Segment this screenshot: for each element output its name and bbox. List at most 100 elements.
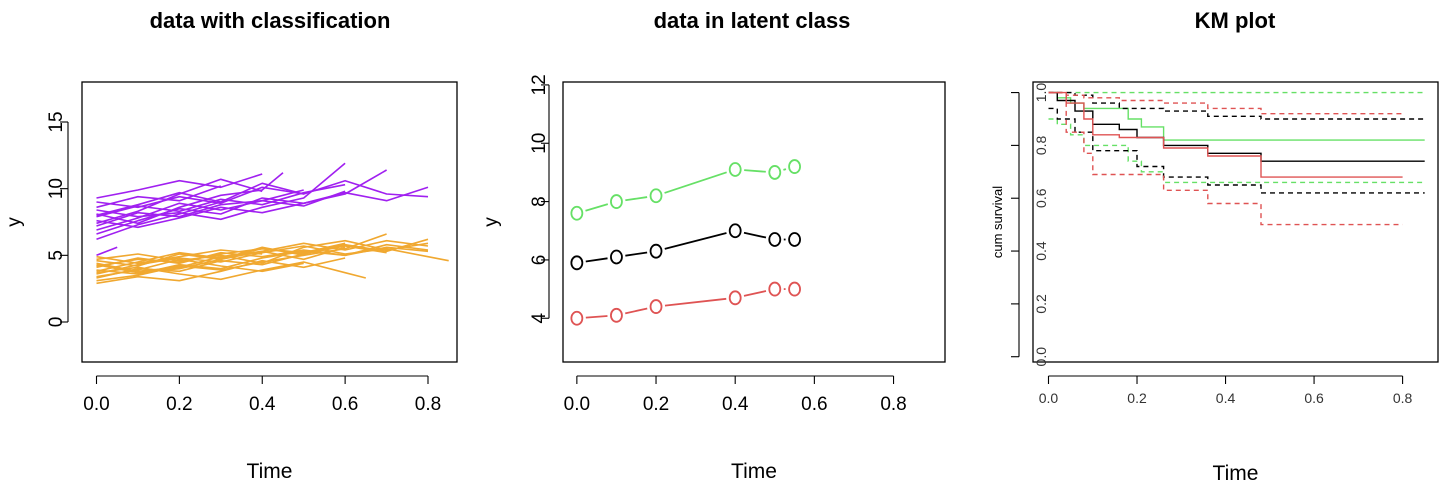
trajectory-line-group1 — [96, 179, 429, 217]
km-confidence-band — [1048, 107, 1425, 194]
chart-3: KM plot 0.0 0.2 0.4 0.6 0.8 0.0 0.2 0.4 0.6 0.8 1.0… — [990, 8, 1439, 485]
x-tick-label: 0.0 — [1039, 390, 1059, 406]
plot-frame — [1032, 81, 1439, 363]
series-point — [768, 281, 782, 297]
series-point — [788, 159, 801, 174]
x-tick-label: 0.2 — [643, 394, 669, 415]
y-tick-label: 0.2 — [1033, 294, 1049, 314]
x-tick-label: 0.8 — [1393, 390, 1413, 406]
trajectory-line-group2 — [96, 243, 429, 269]
x-tick-label: 0.2 — [1127, 390, 1147, 406]
km-confidence-band — [1048, 91, 1425, 120]
km-confidence-band — [1048, 118, 1425, 184]
trajectory-line-group1 — [96, 162, 346, 221]
series-segment — [743, 290, 767, 297]
y-tick-label: 4 — [529, 313, 550, 324]
x-axis-label: Time — [247, 460, 293, 483]
x-tick-label: 0.4 — [1216, 390, 1236, 406]
series-segment — [744, 169, 766, 173]
y-axis-label: y — [4, 217, 25, 227]
series-segment — [625, 307, 648, 315]
x-tick-label: 0.2 — [166, 394, 192, 415]
series-point — [728, 290, 742, 306]
km-confidence-band — [1048, 91, 1403, 226]
series-segment — [664, 232, 727, 250]
series-point — [649, 188, 663, 204]
series-segment — [585, 257, 608, 263]
x-tick-label: 0.4 — [722, 394, 749, 415]
series-segment — [625, 251, 648, 257]
trajectory-line-group1 — [96, 246, 118, 257]
y-tick-label: 1.0 — [1033, 83, 1049, 103]
y-tick-label: 10 — [529, 133, 550, 154]
trajectory-line-group2 — [96, 239, 429, 274]
trajectory-line-group2 — [96, 238, 429, 273]
y-tick-label: 10 — [46, 178, 67, 199]
series-point — [570, 255, 584, 271]
chart-title: data in latent class — [654, 8, 851, 33]
x-tick-label: 0.6 — [332, 394, 358, 415]
trajectory-line-group1 — [96, 186, 429, 229]
y-tick-label: 5 — [46, 250, 67, 261]
plot-frame — [562, 81, 946, 363]
series-segment — [625, 196, 648, 202]
trajectory-line-group1 — [96, 178, 263, 225]
series-segment — [664, 297, 727, 307]
chart-title: KM plot — [1195, 8, 1276, 33]
trajectory-line-group1 — [96, 189, 304, 231]
x-tick-label: 0.0 — [83, 394, 109, 415]
chart-title: data with classification — [150, 8, 391, 33]
trajectory-line-group1 — [96, 201, 222, 241]
trajectory-line-group2 — [96, 239, 429, 265]
km-survival-curve — [1048, 91, 1403, 178]
series-segment — [585, 203, 609, 212]
x-axis-label: Time — [731, 460, 777, 483]
y-tick-label: 6 — [529, 255, 550, 266]
series-point — [728, 223, 742, 239]
chart-1: data with classification 0.0 0.2 0.4 0.6 0.8 0… — [4, 8, 458, 483]
km-survival-curve — [1048, 91, 1425, 162]
plot-area — [1048, 91, 1425, 226]
x-tick-label: 0.8 — [415, 394, 441, 415]
y-tick-label: 0.8 — [1033, 135, 1049, 155]
series-point — [768, 165, 782, 180]
trajectory-line-group1 — [96, 172, 284, 225]
trajectory-line-group1 — [96, 183, 346, 218]
series-point — [610, 194, 623, 209]
series-segment — [743, 231, 767, 239]
series-segment — [585, 315, 608, 319]
x-tick-label: 0.6 — [1304, 390, 1324, 406]
series-point — [788, 281, 801, 297]
km-survival-curve — [1048, 91, 1425, 141]
series-point — [788, 232, 801, 247]
y-axis-label: y — [481, 217, 502, 227]
series-point — [610, 307, 623, 323]
y-tick-label: 0.4 — [1033, 241, 1049, 261]
y-tick-label: 8 — [529, 196, 550, 207]
x-axis-label: Time — [1213, 462, 1259, 485]
trajectory-line-group2 — [96, 242, 346, 267]
series-point — [649, 243, 663, 259]
km-confidence-band — [1048, 91, 1403, 115]
x-tick-label: 0.4 — [249, 394, 276, 415]
series-point — [570, 310, 584, 326]
series-point — [768, 232, 782, 247]
x-tick-label: 0.8 — [880, 394, 906, 415]
y-axis-label: cum survival — [990, 186, 1005, 258]
chart-2: data in latent class 0.0 0.2 0.4 0.6 0.8 4 6 8 10… — [481, 8, 946, 483]
y-tick-label: 12 — [529, 74, 550, 95]
plot-frame — [81, 81, 458, 363]
plot-area — [570, 159, 801, 326]
trajectory-line-group2 — [96, 257, 346, 285]
x-tick-label: 0.6 — [801, 394, 827, 415]
x-tick-label: 0.0 — [564, 394, 590, 415]
y-tick-label: 0.6 — [1033, 188, 1049, 208]
series-point — [649, 299, 663, 314]
series-segment — [783, 168, 787, 171]
series-point — [610, 249, 623, 265]
series-point — [728, 162, 742, 177]
trajectory-line-group2 — [96, 246, 304, 267]
plot-area — [96, 162, 449, 285]
y-tick-label: 15 — [46, 111, 67, 132]
